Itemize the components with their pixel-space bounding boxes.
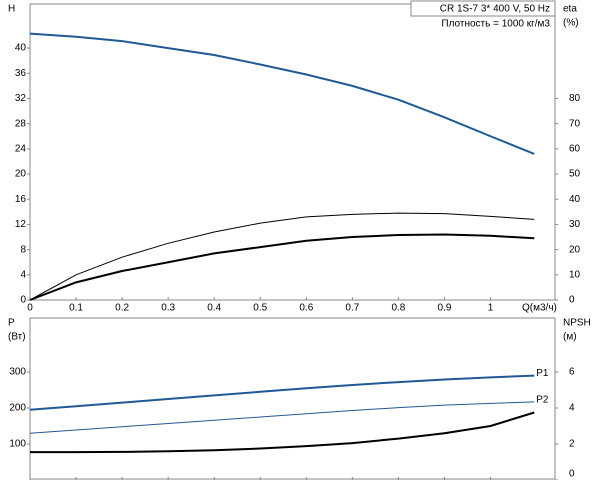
y2-axis-label: eta bbox=[563, 4, 577, 15]
y2-tick-label: 10 bbox=[569, 269, 581, 280]
y-tick-label: 24 bbox=[15, 143, 27, 154]
info-text: Плотность = 1000 кг/м3 bbox=[441, 19, 550, 30]
y2-tick-label: 0 bbox=[569, 469, 575, 480]
y-tick-label: 36 bbox=[15, 68, 27, 79]
curve bbox=[29, 401, 535, 434]
y2-tick-label: 70 bbox=[569, 118, 581, 129]
curve bbox=[29, 233, 535, 301]
x-axis-label: Q(м3/ч) bbox=[522, 303, 557, 314]
x-tick-label: 1 bbox=[488, 303, 494, 314]
y-tick-label: 40 bbox=[15, 43, 27, 54]
y2-tick-label: 60 bbox=[569, 143, 581, 154]
curve-label: P1 bbox=[536, 368, 549, 379]
y2-tick-label: 40 bbox=[569, 194, 581, 205]
x-tick-label: 0.2 bbox=[115, 303, 129, 314]
y2-tick-label: 4 bbox=[569, 403, 575, 414]
y2-axis-label: (м) bbox=[563, 332, 577, 343]
curve bbox=[29, 374, 535, 411]
plot-frame bbox=[29, 317, 556, 480]
x-tick-label: 0.4 bbox=[207, 303, 221, 314]
y2-tick-label: 50 bbox=[569, 169, 581, 180]
y2-tick-label: 6 bbox=[569, 367, 575, 378]
curve-label: P2 bbox=[536, 395, 549, 406]
y2-axis-label: NPSH bbox=[563, 318, 591, 329]
y2-tick-label: 30 bbox=[569, 219, 581, 230]
x-tick-label: 0.6 bbox=[299, 303, 313, 314]
y2-tick-label: 20 bbox=[569, 244, 581, 255]
y-tick-label: 200 bbox=[9, 403, 26, 414]
y-tick-label: 28 bbox=[15, 118, 27, 129]
y-tick-label: 100 bbox=[9, 439, 26, 450]
curve bbox=[29, 212, 535, 301]
curve bbox=[30, 411, 535, 454]
y-tick-label: 16 bbox=[15, 194, 27, 205]
y-tick-label: 20 bbox=[15, 169, 27, 180]
plot-frame bbox=[29, 3, 556, 301]
y-tick-label: 0 bbox=[20, 295, 26, 306]
x-tick-label: 0.3 bbox=[161, 303, 175, 314]
y-axis-label: H bbox=[8, 4, 15, 15]
info-text: CR 1S-7 3* 400 V, 50 Hz bbox=[440, 4, 550, 15]
y-axis-label: P bbox=[8, 318, 15, 329]
y-tick-label: 300 bbox=[9, 367, 26, 378]
x-tick-label: 0.5 bbox=[253, 303, 267, 314]
y2-axis-label: (%) bbox=[563, 18, 579, 29]
x-tick-label: 0.9 bbox=[438, 303, 452, 314]
x-tick-label: 0 bbox=[27, 303, 33, 314]
x-tick-label: 0.1 bbox=[69, 303, 83, 314]
info-box bbox=[410, 0, 556, 17]
y-tick-label: 8 bbox=[20, 244, 26, 255]
y2-tick-label: 0 bbox=[569, 295, 575, 306]
y2-tick-label: 80 bbox=[569, 93, 581, 104]
curve bbox=[29, 32, 535, 155]
x-tick-label: 0.8 bbox=[391, 303, 405, 314]
x-tick-label: 0.7 bbox=[345, 303, 359, 314]
y2-tick-label: 2 bbox=[569, 439, 575, 450]
y-tick-label: 12 bbox=[15, 219, 27, 230]
y-tick-label: 4 bbox=[20, 269, 26, 280]
y-tick-label: 32 bbox=[15, 93, 27, 104]
y-axis-label: (Вт) bbox=[8, 332, 26, 343]
